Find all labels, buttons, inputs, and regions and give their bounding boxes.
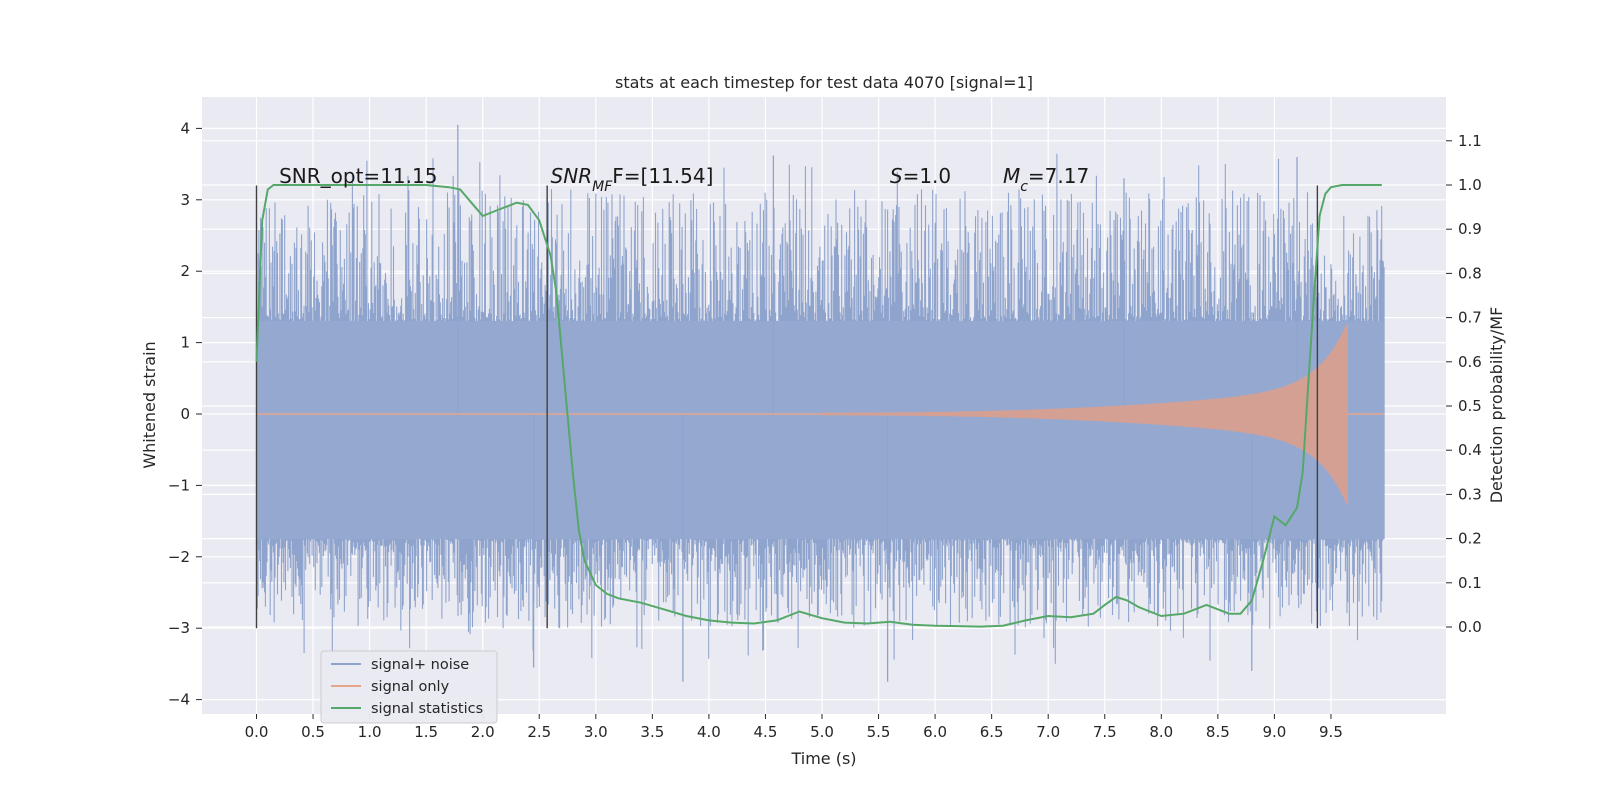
y-ticks-right: 1.1 1.0 0.9 0.8 0.7 0.6 0.5 0.4 0.3 0.2 0.1 0.0: [1446, 132, 1482, 636]
y-tick-label-right: 0.6: [1458, 353, 1482, 371]
y-tick-label-left: −2: [168, 548, 190, 566]
x-tick-label: 1.5: [414, 723, 438, 741]
signal-noise-series: [255, 124, 1385, 682]
x-tick-label: 1.0: [358, 723, 382, 741]
annotations: SNR_opt=11.15 SNRMFF=[11.54] S=1.0 Mc=7.17: [279, 164, 1089, 195]
y-tick-label-right: 0.3: [1458, 485, 1482, 503]
annotation-snr-opt: SNR_opt=11.15: [279, 164, 437, 188]
y-tick-label-right: 0.9: [1458, 220, 1482, 238]
y-tick-label-right: 0.4: [1458, 441, 1482, 459]
x-tick-label: 5.5: [867, 723, 891, 741]
x-tick-label: 6.0: [923, 723, 947, 741]
signal-statistics-series: [255, 184, 1382, 628]
annotation-mc-value: Mc=7.17: [1003, 164, 1089, 195]
x-tick-label: 6.5: [980, 723, 1004, 741]
x-tick-label: 0.0: [245, 723, 269, 741]
x-tick-label: 2.5: [527, 723, 551, 741]
y-tick-label-left: 3: [180, 191, 190, 209]
x-tick-label: 8.5: [1206, 723, 1230, 741]
legend-label-stats: signal statistics: [371, 701, 483, 717]
y-tick-label-left: −1: [168, 476, 190, 494]
x-ticks: 0.0 0.5 1.0 1.5 2.0 2.5 3.0 3.5 4.0 4.5 5.0 5.5 6.0 6…: [245, 714, 1343, 741]
chart-title: stats at each timestep for test data 407…: [615, 73, 1033, 92]
y-tick-label-right: 0.8: [1458, 264, 1482, 282]
y-tick-label-right: 0.5: [1458, 397, 1482, 415]
y-tick-label-left: 1: [180, 334, 190, 352]
x-tick-label: 7.0: [1036, 723, 1060, 741]
annotation-snr-mf: SNRMFF=[11.54]: [551, 164, 714, 195]
x-tick-label: 2.0: [471, 723, 495, 741]
x-tick-label: 4.5: [754, 723, 778, 741]
noise-core-band: [256, 321, 1385, 539]
signal-only-series: [256, 321, 1385, 507]
y-tick-label-left: −3: [168, 619, 190, 637]
y-tick-label-right: 1.1: [1458, 132, 1482, 150]
x-tick-label: 0.5: [301, 723, 325, 741]
y-tick-label-left: 0: [180, 405, 190, 423]
legend-label-noise: signal+ noise: [371, 657, 469, 673]
x-tick-label: 3.5: [640, 723, 664, 741]
annotation-s-value: S=1.0: [890, 164, 951, 188]
x-tick-label: 9.5: [1319, 723, 1343, 741]
x-tick-label: 4.0: [697, 723, 721, 741]
y-tick-label-right: 0.1: [1458, 574, 1482, 592]
y-tick-label-left: −4: [168, 691, 190, 709]
y-axis-label-left: Whitened strain: [140, 341, 159, 468]
y-tick-label-right: 0.0: [1458, 618, 1482, 636]
y-ticks-left: 4 3 2 1 0 −1 −2 −3 −4: [168, 119, 202, 709]
legend-label-signal: signal only: [371, 679, 450, 695]
x-axis-label: Time (s): [790, 749, 856, 768]
signal-chirp: [822, 321, 1348, 507]
x-tick-label: 5.0: [810, 723, 834, 741]
y-tick-label-right: 0.7: [1458, 309, 1482, 327]
signal-statistics-line: [255, 184, 1382, 628]
x-tick-label: 3.0: [584, 723, 608, 741]
legend: signal+ noise signal only signal statist…: [320, 650, 498, 724]
y-tick-label-left: 2: [180, 262, 190, 280]
y-tick-label-right: 1.0: [1458, 176, 1482, 194]
x-tick-label: 8.0: [1149, 723, 1173, 741]
x-tick-label: 9.0: [1262, 723, 1286, 741]
y-tick-label-right: 0.2: [1458, 530, 1482, 548]
x-tick-label: 7.5: [1093, 723, 1117, 741]
y-axis-label-right: Detection probability/MF: [1487, 307, 1506, 504]
y-tick-label-left: 4: [180, 119, 190, 137]
legend-box: [320, 650, 498, 724]
